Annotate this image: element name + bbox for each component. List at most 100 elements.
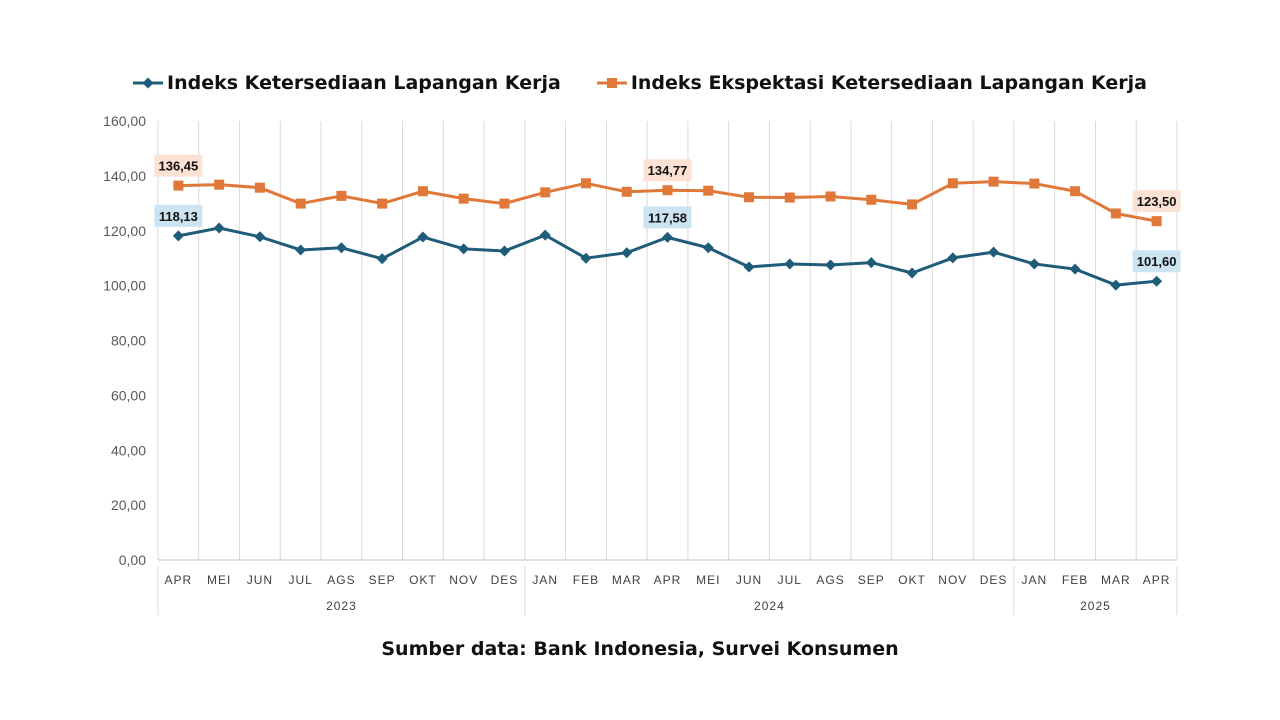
legend-label-ketersediaan: Indeks Ketersediaan Lapangan Kerja bbox=[167, 72, 561, 94]
x-tick-label: SEP bbox=[369, 573, 396, 587]
x-tick-label: NOV bbox=[449, 573, 478, 587]
data-point-0 bbox=[458, 243, 470, 255]
data-point-0 bbox=[743, 261, 755, 273]
data-point-1 bbox=[499, 198, 510, 209]
x-tick-label: OKT bbox=[409, 573, 437, 587]
x-tick-label: DES bbox=[491, 573, 519, 587]
x-tick-label: MEI bbox=[696, 573, 720, 587]
y-tick-label: 120,00 bbox=[103, 223, 146, 239]
x-tick-label: AGS bbox=[816, 573, 844, 587]
data-label: 101,60 bbox=[1137, 254, 1177, 269]
x-tick-label: JUL bbox=[778, 573, 802, 587]
y-tick-label: 100,00 bbox=[103, 278, 146, 294]
data-point-1 bbox=[417, 186, 428, 197]
data-point-1 bbox=[377, 198, 388, 209]
data-point-1 bbox=[1151, 216, 1162, 227]
data-point-0 bbox=[254, 231, 266, 243]
data-point-1 bbox=[866, 194, 877, 205]
x-tick-label: MAR bbox=[1101, 573, 1131, 587]
data-point-1 bbox=[540, 187, 551, 198]
data-point-1 bbox=[947, 178, 958, 189]
data-point-0 bbox=[213, 222, 225, 234]
data-point-0 bbox=[376, 253, 388, 265]
x-tick-label: APR bbox=[1143, 573, 1171, 587]
data-point-1 bbox=[744, 192, 755, 203]
x-tick-label: FEB bbox=[573, 573, 599, 587]
data-point-0 bbox=[335, 242, 347, 254]
y-tick-label: 160,00 bbox=[103, 113, 146, 129]
data-point-0 bbox=[906, 267, 918, 279]
y-tick-label: 20,00 bbox=[111, 497, 146, 513]
legend-item-ketersediaan: Indeks Ketersediaan Lapangan Kerja bbox=[133, 72, 561, 94]
data-point-0 bbox=[417, 231, 429, 243]
data-point-1 bbox=[173, 180, 184, 191]
data-point-1 bbox=[662, 185, 673, 196]
data-label: 123,50 bbox=[1137, 194, 1177, 209]
y-tick-label: 140,00 bbox=[103, 168, 146, 184]
x-tick-label: OKT bbox=[898, 573, 926, 587]
data-point-0 bbox=[1069, 263, 1081, 275]
data-point-0 bbox=[295, 244, 307, 256]
data-point-1 bbox=[254, 182, 265, 193]
chart-legend: Indeks Ketersediaan Lapangan Kerja Indek… bbox=[0, 72, 1280, 94]
data-point-1 bbox=[336, 190, 347, 201]
x-tick-label: DES bbox=[980, 573, 1008, 587]
data-point-1 bbox=[458, 193, 469, 204]
data-point-1 bbox=[988, 176, 999, 187]
data-point-0 bbox=[1151, 275, 1163, 287]
data-point-0 bbox=[498, 245, 510, 257]
data-point-0 bbox=[1110, 279, 1122, 291]
y-tick-label: 60,00 bbox=[111, 387, 146, 403]
data-point-0 bbox=[1028, 258, 1040, 270]
y-tick-label: 40,00 bbox=[111, 442, 146, 458]
data-label-box bbox=[643, 206, 692, 229]
x-tick-label: JUN bbox=[736, 573, 762, 587]
y-tick-label: 0,00 bbox=[119, 552, 146, 568]
data-label-box bbox=[1132, 250, 1181, 273]
x-tick-label: APR bbox=[654, 573, 682, 587]
year-label: 2023 bbox=[326, 599, 357, 613]
x-tick-label: FEB bbox=[1062, 573, 1088, 587]
data-point-0 bbox=[580, 252, 592, 264]
data-point-1 bbox=[214, 179, 225, 190]
x-tick-label: JUL bbox=[288, 573, 312, 587]
x-tick-label: SEP bbox=[858, 573, 885, 587]
data-point-1 bbox=[295, 198, 306, 209]
x-tick-label: AGS bbox=[327, 573, 355, 587]
data-label-box bbox=[154, 154, 203, 177]
data-label: 136,45 bbox=[158, 159, 198, 174]
source-note: Sumber data: Bank Indonesia, Survei Kons… bbox=[381, 638, 899, 660]
data-point-1 bbox=[1029, 178, 1040, 189]
data-point-0 bbox=[947, 252, 959, 264]
data-label-box bbox=[154, 204, 203, 227]
data-point-0 bbox=[172, 230, 184, 242]
x-tick-label: JAN bbox=[532, 573, 558, 587]
data-point-1 bbox=[1110, 208, 1121, 219]
data-point-1 bbox=[703, 185, 714, 196]
y-tick-label: 80,00 bbox=[111, 333, 146, 349]
year-label: 2024 bbox=[754, 599, 785, 613]
x-tick-label: JUN bbox=[247, 573, 273, 587]
x-tick-label: APR bbox=[165, 573, 193, 587]
legend-swatch-ketersediaan bbox=[133, 77, 164, 89]
data-label-box bbox=[643, 159, 692, 182]
data-point-0 bbox=[988, 246, 1000, 258]
year-label: 2025 bbox=[1080, 599, 1111, 613]
data-point-1 bbox=[621, 186, 632, 197]
x-tick-label: JAN bbox=[1022, 573, 1048, 587]
data-point-1 bbox=[580, 178, 591, 189]
data-label: 134,77 bbox=[648, 163, 688, 178]
x-tick-label: NOV bbox=[938, 573, 967, 587]
data-point-0 bbox=[865, 257, 877, 269]
data-label: 117,58 bbox=[648, 210, 687, 225]
data-point-0 bbox=[825, 259, 837, 271]
data-point-0 bbox=[621, 247, 633, 259]
data-point-1 bbox=[825, 191, 836, 202]
data-point-1 bbox=[907, 199, 918, 210]
data-point-0 bbox=[702, 242, 714, 254]
data-label-box bbox=[1132, 190, 1181, 213]
legend-item-ekspektasi: Indeks Ekspektasi Ketersediaan Lapangan … bbox=[596, 72, 1147, 94]
x-tick-label: MEI bbox=[207, 573, 231, 587]
